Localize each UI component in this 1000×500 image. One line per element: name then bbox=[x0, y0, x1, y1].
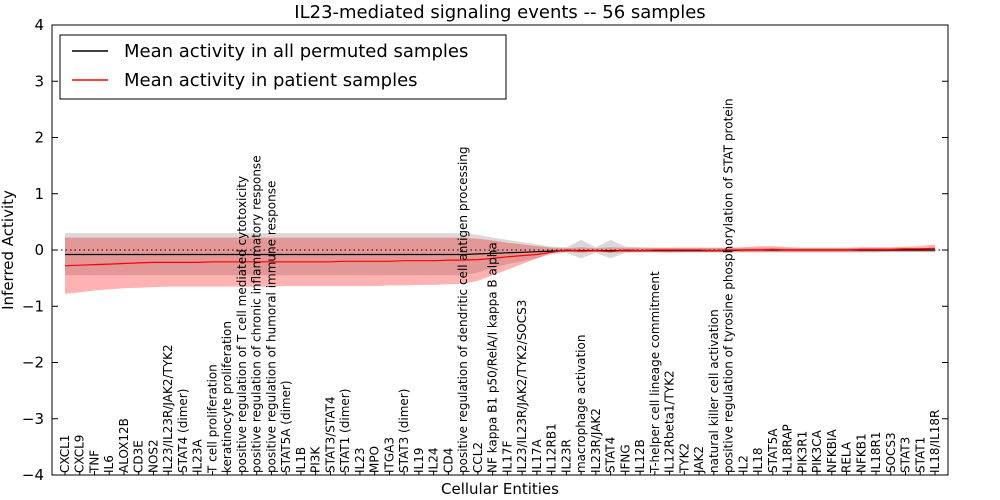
category-label: IL6 bbox=[102, 455, 116, 473]
category-label: TYK2 bbox=[677, 443, 691, 474]
band-patient-samples bbox=[65, 237, 935, 294]
category-label: MPO bbox=[368, 446, 382, 473]
category-label: positive regulation of T cell mediated c… bbox=[235, 176, 249, 473]
axes-frame bbox=[51, 24, 949, 476]
category-label: PI3K bbox=[309, 446, 323, 473]
y-tick-label: 0 bbox=[34, 241, 44, 259]
category-label: CCL2 bbox=[471, 442, 485, 473]
legend: Mean activity in all permuted samples Me… bbox=[59, 34, 507, 100]
category-label: NFKB1 bbox=[854, 433, 868, 473]
category-label: IL12B bbox=[633, 439, 647, 473]
category-label: positive regulation of humoral immune re… bbox=[264, 181, 278, 473]
category-label: STAT5A bbox=[766, 428, 780, 473]
category-label: keratinocyte proliferation bbox=[220, 321, 234, 473]
y-tick-label: −4 bbox=[22, 466, 44, 484]
y-axis-label: Inferred Activity bbox=[0, 190, 17, 310]
category-label: STAT1 bbox=[913, 437, 927, 473]
legend-box bbox=[59, 34, 507, 100]
category-label: T cell proliferation bbox=[205, 364, 219, 474]
category-label: STAT5A (dimer) bbox=[279, 380, 293, 473]
y-axis-ticks: −4 −3 −2 −1 0 1 2 3 4 bbox=[22, 16, 948, 484]
legend-label-patient: Mean activity in patient samples bbox=[124, 70, 418, 91]
legend-label-permuted: Mean activity in all permuted samples bbox=[124, 41, 468, 62]
category-label: IL18/IL18R bbox=[928, 410, 942, 473]
y-tick-label: 3 bbox=[34, 72, 44, 90]
category-label: positive regulation of tyrosine phosphor… bbox=[722, 98, 736, 473]
y-tick-label: 4 bbox=[34, 16, 44, 34]
category-label: IL19 bbox=[412, 448, 426, 474]
category-label: STAT4 (dimer) bbox=[176, 389, 190, 473]
category-label: IL18 bbox=[751, 448, 765, 474]
category-label: STAT3/STAT4 bbox=[323, 396, 337, 473]
y-tick-label: −2 bbox=[22, 354, 44, 372]
x-axis-category-labels: CXCL1 CXCL9 TNF IL6 ALOX12B CD3E NOS2 IL23/IL23… bbox=[58, 98, 942, 475]
category-label: STAT4 bbox=[604, 437, 618, 473]
category-label: RELA bbox=[840, 441, 854, 473]
plot-area bbox=[52, 233, 948, 294]
category-label: IL12RB1 bbox=[545, 423, 559, 473]
category-label: TNF bbox=[87, 450, 101, 474]
category-label: IL2 bbox=[736, 455, 750, 473]
x-axis-label: Cellular Entities bbox=[441, 480, 559, 498]
category-label: PIK3R1 bbox=[795, 431, 809, 473]
y-tick-label: 1 bbox=[34, 185, 44, 203]
chart-title: IL23-mediated signaling events -- 56 sam… bbox=[294, 2, 705, 23]
series-line-patient bbox=[64, 247, 936, 267]
category-label: CD3E bbox=[132, 440, 146, 473]
category-label: IFNG bbox=[618, 444, 632, 473]
category-label: IL23R bbox=[559, 439, 573, 473]
category-label: NOS2 bbox=[146, 439, 160, 473]
category-label: macrophage activation bbox=[574, 335, 588, 473]
category-label: IL23 bbox=[353, 448, 367, 474]
category-label: positive regulation of dendritic cell an… bbox=[456, 146, 470, 473]
category-label: NFKBIA bbox=[825, 428, 839, 473]
category-label: IL23A bbox=[191, 439, 205, 473]
category-label: IL23R/JAK2 bbox=[589, 408, 603, 473]
category-label: STAT1 (dimer) bbox=[338, 389, 352, 473]
band-permuted-samples bbox=[65, 233, 935, 276]
category-label: CD4 bbox=[441, 448, 455, 473]
category-label: IL12Rbeta1/TYK2 bbox=[663, 370, 677, 473]
category-label: SOCS3 bbox=[884, 432, 898, 473]
category-label: ITGA3 bbox=[382, 437, 396, 473]
category-label: IL1B bbox=[294, 447, 308, 473]
category-label: STAT3 (dimer) bbox=[397, 389, 411, 473]
category-label: IL23/IL23R/JAK2/TYK2 bbox=[161, 344, 175, 473]
category-label: IL17A bbox=[530, 439, 544, 473]
category-label: IL18R1 bbox=[869, 432, 883, 473]
category-label: natural killer cell activation bbox=[707, 309, 721, 473]
category-label: STAT3 bbox=[899, 437, 913, 473]
y-tick-label: 2 bbox=[34, 129, 44, 147]
y-tick-label: −3 bbox=[22, 410, 44, 428]
category-label: IL24 bbox=[427, 448, 441, 474]
category-label: ALOX12B bbox=[117, 418, 131, 473]
category-label: IL17F bbox=[500, 441, 514, 473]
y-tick-label: −1 bbox=[22, 297, 44, 315]
category-label: IL18RAP bbox=[781, 424, 795, 473]
category-label: CXCL9 bbox=[73, 435, 87, 473]
category-label: NF kappa B1 p50/RelA/I kappa B alpha bbox=[486, 242, 500, 473]
category-label: T-helper cell lineage commitment bbox=[648, 271, 662, 474]
category-label: PIK3CA bbox=[810, 429, 824, 473]
category-label: CXCL1 bbox=[58, 435, 72, 473]
category-label: JAK2 bbox=[692, 446, 706, 474]
category-label: positive regulation of chronic inflammat… bbox=[250, 155, 264, 473]
category-label: IL23/IL23R/JAK2/TYK2/SOCS3 bbox=[515, 300, 529, 473]
